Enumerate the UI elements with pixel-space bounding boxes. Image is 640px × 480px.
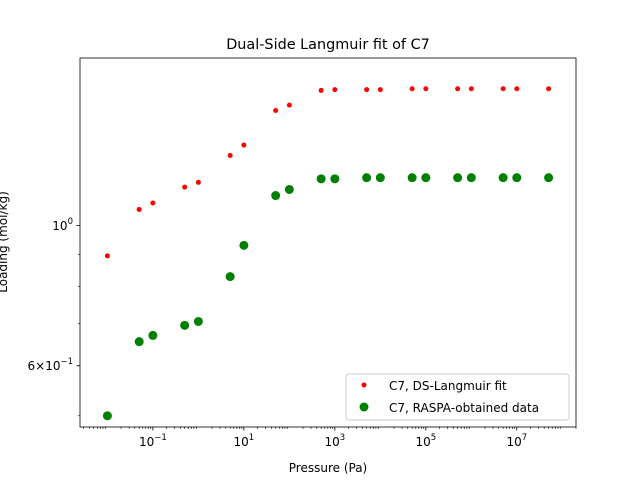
ds-langmuir-fit-point xyxy=(150,200,156,206)
x-tick-label: 103 xyxy=(324,433,345,449)
raspa-data-point xyxy=(239,240,249,250)
legend-box xyxy=(345,373,570,421)
chart-title: Dual-Side Langmuir fit of C7 xyxy=(226,37,430,53)
y-tick-label: 6×10−1 xyxy=(28,357,74,373)
raspa-data-point xyxy=(134,337,144,347)
legend-marker-ds-langmuir-fit xyxy=(361,382,367,388)
raspa-data-point xyxy=(316,174,326,184)
ds-langmuir-fit-point xyxy=(332,87,338,93)
raspa-data-point xyxy=(102,411,112,421)
raspa-data-point xyxy=(375,173,385,183)
ds-langmuir-fit-point xyxy=(227,153,233,159)
ds-langmuir-fit-point xyxy=(468,86,474,92)
ds-langmuir-fit-point xyxy=(377,87,383,93)
ds-langmuir-fit-point xyxy=(286,102,292,108)
x-tick-label: 105 xyxy=(415,433,436,449)
x-tick-label: 10−1 xyxy=(139,433,167,449)
raspa-data-point xyxy=(453,173,463,183)
x-axis-label: Pressure (Pa) xyxy=(289,461,367,475)
raspa-data-point xyxy=(148,330,158,340)
ds-langmuir-fit-point xyxy=(409,86,415,92)
ds-langmuir-fit-point xyxy=(514,86,520,92)
raspa-data-point xyxy=(330,174,340,184)
ds-langmuir-fit-point xyxy=(318,87,324,93)
ds-langmuir-fit-point xyxy=(241,142,247,148)
chart-legend: C7, DS-Langmuir fit C7, RASPA-obtained d… xyxy=(345,373,570,421)
axis-ticks: 10−1 101 103 105 107 100 6×10−1 xyxy=(28,217,577,449)
raspa-data-point xyxy=(421,173,431,183)
y-tick-label: 100 xyxy=(52,217,73,233)
raspa-data-point xyxy=(362,173,372,183)
legend-label-ds-langmuir-fit: C7, DS-Langmuir fit xyxy=(389,379,507,393)
raspa-data-point xyxy=(225,272,235,282)
ds-langmuir-fit-point xyxy=(423,86,429,92)
ds-langmuir-fit-point xyxy=(364,87,370,93)
x-tick-label: 107 xyxy=(506,433,527,449)
data-marks xyxy=(102,86,554,421)
x-tick-label: 101 xyxy=(234,433,255,449)
raspa-data-point xyxy=(466,173,476,183)
ds-langmuir-fit-point xyxy=(273,107,279,113)
raspa-data-point xyxy=(271,191,281,201)
raspa-data-point xyxy=(193,316,203,326)
legend-marker-raspa-data xyxy=(359,402,369,412)
legend-label-raspa-data: C7, RASPA-obtained data xyxy=(389,401,539,415)
ds-langmuir-fit-point xyxy=(136,206,142,212)
ds-langmuir-fit-point xyxy=(500,86,506,92)
raspa-data-point xyxy=(512,173,522,183)
ds-langmuir-fit-point xyxy=(182,184,188,190)
raspa-data-point xyxy=(498,173,508,183)
ds-langmuir-fit-point xyxy=(455,86,461,92)
ds-langmuir-fit-point xyxy=(195,179,201,185)
ds-langmuir-fit-point xyxy=(104,253,110,259)
ds-langmuir-fit-point xyxy=(546,86,552,92)
raspa-data-point xyxy=(284,184,294,194)
plot-area xyxy=(79,57,577,428)
raspa-data-point xyxy=(180,320,190,330)
raspa-data-point xyxy=(407,173,417,183)
raspa-data-point xyxy=(544,173,554,183)
y-axis-label: Loading (mol/kg) xyxy=(0,191,10,293)
